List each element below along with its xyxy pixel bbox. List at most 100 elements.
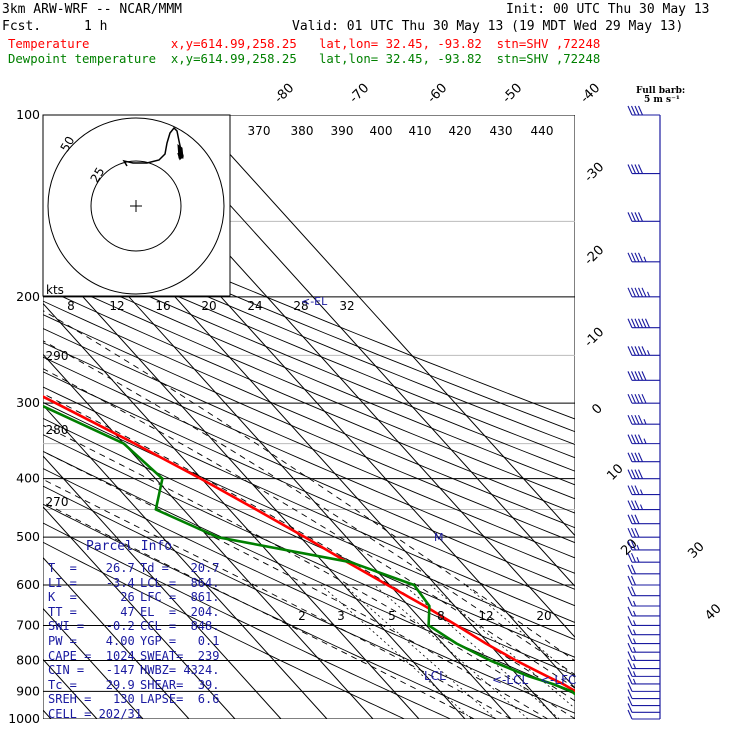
- speed-tick-label: 28: [293, 299, 308, 313]
- mixing-ratio-line: [343, 584, 497, 719]
- barb-feather: [637, 469, 644, 479]
- barb-feather: [637, 346, 644, 356]
- isotherm-label: 40: [702, 601, 724, 623]
- barb-feather: [627, 696, 633, 706]
- barb-feather: [627, 318, 633, 328]
- theta-label: 390: [331, 124, 354, 138]
- dry-adiabat: [43, 287, 575, 514]
- pressure-label: 500: [16, 529, 40, 544]
- wind-barb: [627, 318, 660, 329]
- barb-feather: [634, 527, 640, 538]
- parcel-info-row: PW = 4.00 YGP = 0.1: [48, 634, 229, 649]
- pressure-label: 1000: [8, 711, 40, 726]
- barb-half-feather: [632, 678, 637, 685]
- barb-feather: [627, 682, 633, 692]
- mixing-ratio-label: 2: [298, 609, 306, 623]
- moist-adiabat: [43, 501, 475, 719]
- parcel-info-right: LCL = 864.: [140, 575, 220, 590]
- model-title: 3km ARW-WRF -- NCAR/MMM: [2, 2, 183, 17]
- wind-barb: [627, 674, 660, 685]
- init-time: Init: 00 UTC Thu 30 May 13: [506, 2, 710, 17]
- pressure-label: 900: [16, 683, 40, 698]
- parcel-info-left: SWI = -0.2: [48, 619, 135, 634]
- parcel-info-left: SREH = 130: [48, 692, 135, 707]
- barb-feather: [637, 393, 644, 404]
- parcel-info-left: LI = -3.4: [48, 575, 135, 590]
- mixing-ratio-label: 12: [478, 609, 493, 623]
- barb-feather: [634, 164, 640, 174]
- barb-feather: [634, 414, 640, 425]
- fcst-label: Fcst.: [2, 19, 42, 34]
- barb-feather: [630, 552, 637, 563]
- dry-adiabat: [43, 236, 575, 459]
- dry-adiabat: [43, 485, 543, 719]
- legend-dewpoint: Dewpoint temperature x,y=614.99,258.25 l…: [8, 52, 601, 66]
- barb-feather: [641, 393, 647, 404]
- parcel-info-right: LAPSE= 6.6: [140, 692, 220, 707]
- barb-feather: [627, 659, 633, 669]
- barb-half-feather: [643, 438, 647, 444]
- barb-half-feather: [632, 663, 637, 669]
- barb-feather: [630, 105, 637, 116]
- wind-barb: [627, 696, 660, 707]
- barb-feather: [627, 625, 633, 635]
- wind-barb: [627, 485, 660, 496]
- barb-feather: [634, 105, 640, 116]
- barb-feather: [641, 371, 647, 381]
- mixing-ratio-label: 3: [337, 609, 345, 623]
- barb-feather: [630, 586, 637, 596]
- wind-barb: [627, 586, 660, 597]
- isotherm: [43, 353, 374, 719]
- barb-feather: [630, 371, 637, 381]
- lfc-pointer: <-LFC: [540, 673, 576, 687]
- parcel-info-left: CAPE = 1024: [48, 648, 135, 663]
- parcel-info-right: HWBZ= 4324.: [140, 663, 220, 678]
- barb-legend-unit: 5 m s⁻¹: [644, 95, 680, 105]
- isotherm-label: -70: [347, 81, 373, 107]
- wind-barb: [627, 575, 660, 586]
- wind-barb: [627, 616, 660, 626]
- isotherm-label: -30: [582, 160, 608, 186]
- barb-half-feather: [643, 418, 647, 425]
- dry-adiabat: [43, 342, 575, 574]
- hodograph-ring: [47, 117, 225, 295]
- wind-barb: [627, 469, 660, 480]
- theta-label: 440: [531, 124, 554, 138]
- wind-barbs: [627, 105, 661, 720]
- profiles: [43, 395, 575, 696]
- barb-feather: [627, 105, 633, 116]
- barb-half-feather: [632, 671, 637, 677]
- barb-feather: [630, 514, 637, 524]
- isotherm-label: -50: [500, 81, 526, 107]
- speed-tick-label: 32: [339, 299, 354, 313]
- pressure-label: 700: [16, 617, 40, 632]
- moist-adiabat: [43, 368, 575, 689]
- dry-adiabat: [43, 356, 575, 590]
- barb-feather: [641, 318, 647, 328]
- moist-adiabat: [43, 424, 575, 719]
- parcel-info-right: SWEAT= 239: [140, 648, 220, 663]
- wind-barb: [627, 625, 660, 636]
- wind-barb: [627, 252, 660, 263]
- wind-barb: [627, 393, 660, 404]
- dry-adiabat: [43, 274, 575, 500]
- pressure-label: 100: [16, 107, 40, 122]
- barb-half-feather: [632, 600, 637, 607]
- barb-feather: [634, 485, 640, 495]
- pressure-label: 300: [16, 395, 40, 410]
- barb-feather: [627, 709, 633, 720]
- wind-barb: [627, 527, 660, 538]
- barb-feather: [627, 212, 633, 222]
- barb-half-feather: [632, 646, 637, 653]
- isotherm-label: -10: [582, 325, 608, 351]
- barb-feather: [627, 586, 633, 596]
- dry-adiabat: [43, 541, 405, 719]
- theta-side-label: 280: [46, 423, 69, 437]
- parcel-info-right: EL = 204.: [140, 604, 220, 619]
- dry-adiabat: [43, 371, 575, 607]
- isotherm-label: -80: [272, 81, 298, 107]
- isotherm-label: 30: [685, 539, 707, 561]
- pressure-labels: 100 200 300 400 500 600 700 800 900 1000: [8, 107, 40, 726]
- barb-feather: [634, 318, 640, 328]
- mixing-ratio-line: [374, 584, 529, 719]
